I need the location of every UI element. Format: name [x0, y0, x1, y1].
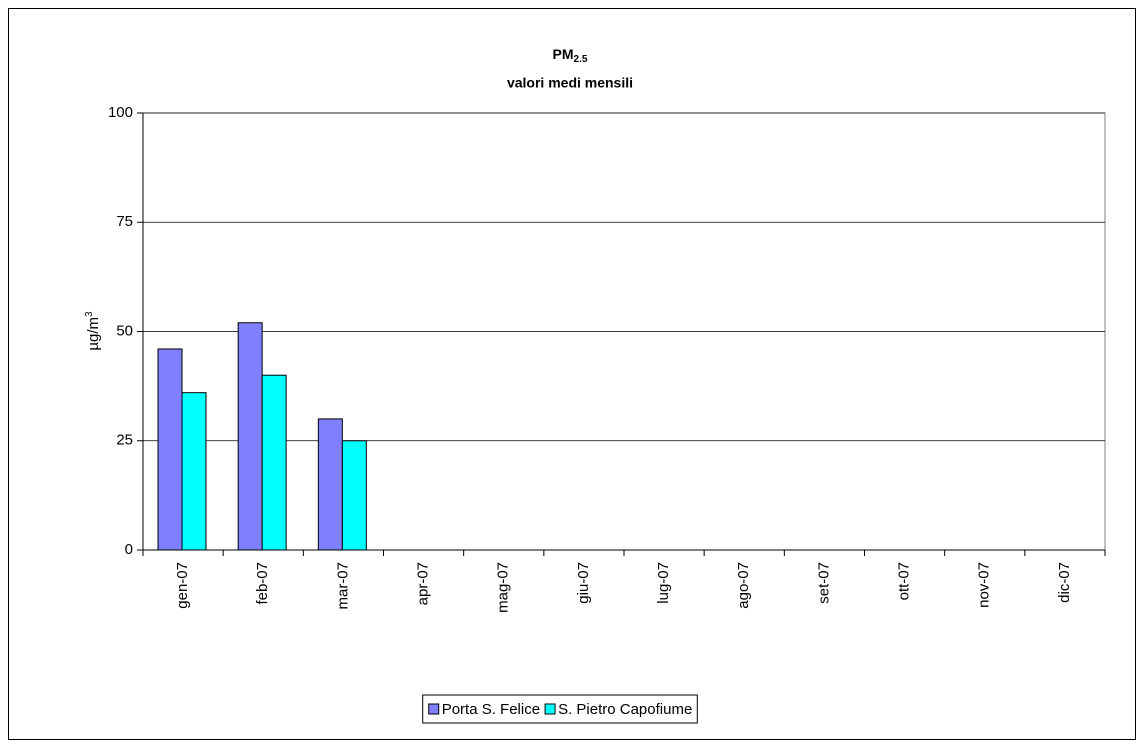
- y-tick-label: 75: [116, 213, 133, 230]
- y-tick-label: 100: [108, 104, 133, 121]
- x-tick-label: mar-07: [334, 562, 351, 610]
- y-tick-label: 25: [116, 432, 133, 449]
- x-tick-label: gen-07: [174, 562, 191, 609]
- bar: [237, 322, 263, 551]
- legend-label: S. Pietro Capofiume: [558, 701, 692, 718]
- legend: Porta S. Felice S. Pietro Capofiume: [422, 694, 698, 724]
- x-tick-label: dic-07: [1056, 562, 1073, 603]
- x-tick-label: mag-07: [495, 562, 512, 613]
- legend-box: [422, 694, 698, 724]
- chart-subtitle: valori medi mensili: [507, 75, 633, 91]
- legend-label: Porta S. Felice: [442, 701, 540, 718]
- x-tick-label: feb-07: [254, 562, 271, 605]
- x-tick-label: ago-07: [735, 562, 752, 609]
- x-tick-label: apr-07: [415, 562, 432, 605]
- legend-swatch: [544, 703, 556, 715]
- title-main: PM: [553, 46, 574, 62]
- y-tick-label: 50: [116, 322, 133, 339]
- y-tick-label: 0: [125, 541, 133, 558]
- bar: [181, 392, 207, 551]
- x-tick-label: giu-07: [575, 562, 592, 604]
- bar: [317, 418, 343, 551]
- y-axis-label: µg/m3: [84, 311, 102, 351]
- x-tick-label: lug-07: [655, 562, 672, 604]
- title-subscript: 2.5: [574, 54, 588, 65]
- x-tick-label: nov-07: [976, 562, 993, 608]
- y-label-main: µg/m: [85, 317, 102, 351]
- x-tick-label: ott-07: [896, 562, 913, 600]
- bar: [261, 374, 287, 551]
- legend-swatch: [428, 703, 440, 715]
- y-label-superscript: 3: [84, 311, 95, 317]
- bar: [157, 348, 183, 551]
- x-tick-label: set-07: [815, 562, 832, 604]
- bar: [341, 440, 367, 551]
- chart-title: PM2.5: [553, 46, 588, 65]
